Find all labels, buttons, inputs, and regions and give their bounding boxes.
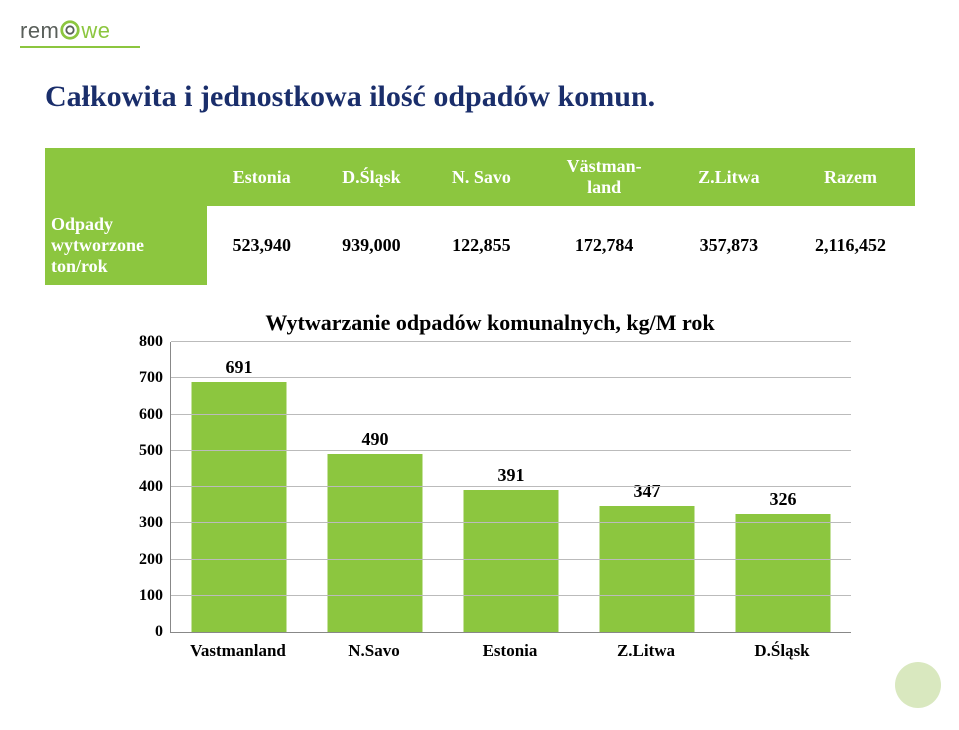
bar-value-label: 490	[362, 429, 389, 450]
table-header-3: Västman-land	[537, 148, 672, 206]
table-header-1: D.Śląsk	[317, 148, 427, 206]
y-tick-label: 300	[139, 514, 171, 532]
x-tick-label: Estonia	[442, 641, 578, 661]
y-tick-label: 600	[139, 406, 171, 424]
bar-value-label: 691	[226, 357, 253, 378]
bar: 490	[328, 454, 423, 632]
y-tick-label: 400	[139, 478, 171, 496]
logo-text-prefix: rem	[20, 18, 59, 43]
chart-title: Wytwarzanie odpadów komunalnych, kg/M ro…	[130, 310, 850, 336]
decorative-dot	[895, 662, 941, 708]
table-cell-2: 122,855	[426, 206, 536, 285]
grid-line	[171, 559, 851, 560]
y-tick-label: 500	[139, 442, 171, 460]
table-header-5: Razem	[786, 148, 915, 206]
page-title: Całkowita i jednostkowa ilość odpadów ko…	[45, 80, 914, 114]
bar-value-label: 347	[634, 481, 661, 502]
logo-swirl-icon	[59, 19, 81, 41]
y-tick-label: 700	[139, 369, 171, 387]
grid-line	[171, 341, 851, 342]
y-tick-label: 100	[139, 587, 171, 605]
bar: 347	[600, 506, 695, 632]
table-header-0: Estonia	[207, 148, 317, 206]
bar-value-label: 326	[770, 489, 797, 510]
bar-value-label: 391	[498, 465, 525, 486]
x-tick-label: N.Savo	[306, 641, 442, 661]
brand-logo: rem we	[20, 18, 111, 44]
chart-plot-area: 691490391347326 010020030040050060070080…	[170, 342, 851, 633]
grid-line	[171, 377, 851, 378]
logo-text-suffix: we	[81, 18, 110, 43]
grid-line	[171, 595, 851, 596]
grid-line	[171, 486, 851, 487]
summary-table: EstoniaD.ŚląskN. SavoVästman-landZ.Litwa…	[45, 148, 915, 285]
grid-line	[171, 414, 851, 415]
table-cell-4: 357,873	[672, 206, 786, 285]
y-tick-label: 0	[155, 623, 171, 641]
grid-line	[171, 522, 851, 523]
table-cell-0: 523,940	[207, 206, 317, 285]
y-tick-label: 200	[139, 551, 171, 569]
chart-x-labels: VastmanlandN.SavoEstoniaZ.LitwaD.Śląsk	[170, 641, 850, 661]
bar-slot: 326	[715, 342, 851, 632]
bar-slot: 347	[579, 342, 715, 632]
bar-slot: 691	[171, 342, 307, 632]
y-tick-label: 800	[139, 333, 171, 351]
table-cell-5: 2,116,452	[786, 206, 915, 285]
grid-line	[171, 450, 851, 451]
bar: 391	[464, 490, 559, 632]
table-header-empty	[45, 148, 207, 206]
bar-slot: 490	[307, 342, 443, 632]
logo-underline	[20, 46, 140, 48]
chart-bars: 691 490 391 347 326	[171, 342, 851, 632]
x-tick-label: Z.Litwa	[578, 641, 714, 661]
table-header-4: Z.Litwa	[672, 148, 786, 206]
bar: 326	[736, 514, 831, 632]
table-header-2: N. Savo	[426, 148, 536, 206]
bar-slot: 391	[443, 342, 579, 632]
table-cell-3: 172,784	[537, 206, 672, 285]
table-row-label: Odpadywytworzoneton/rok	[45, 206, 207, 285]
x-tick-label: D.Śląsk	[714, 641, 850, 661]
waste-bar-chart: Wytwarzanie odpadów komunalnych, kg/M ro…	[130, 310, 850, 680]
table-cell-1: 939,000	[317, 206, 427, 285]
x-tick-label: Vastmanland	[170, 641, 306, 661]
